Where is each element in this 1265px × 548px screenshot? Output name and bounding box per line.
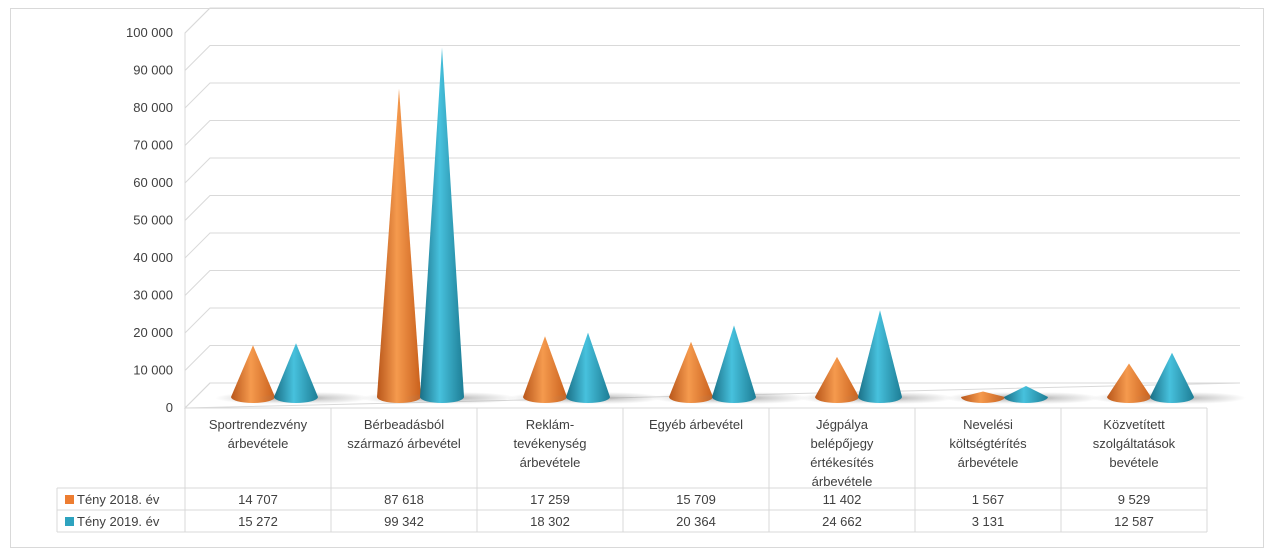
data-value: 3 131 — [972, 514, 1005, 529]
gridline — [184, 232, 1240, 259]
cone-2018-4 — [815, 356, 859, 403]
category-label: Bérbeadásból származó árbevétel — [347, 417, 461, 451]
cone-2018-1 — [377, 88, 421, 403]
gridline — [184, 270, 1240, 296]
category-label: Jégpálya belépőjegy értékesítés árbevétele — [810, 417, 874, 489]
data-value: 9 529 — [1118, 492, 1151, 507]
y-tick-label: 70 000 — [133, 138, 173, 153]
cone-2019-1 — [420, 47, 464, 403]
data-value: 1 567 — [972, 492, 1005, 507]
gridline — [184, 45, 1240, 71]
category-label: Reklám-tevékenység árbevétele — [514, 417, 587, 470]
data-value: 18 302 — [530, 514, 570, 529]
legend-key — [65, 517, 74, 526]
gridline — [184, 82, 1240, 109]
data-value: 99 342 — [384, 514, 424, 529]
y-tick-label: 60 000 — [133, 175, 173, 190]
legend-label: Tény 2019. év — [77, 514, 160, 529]
gridline — [184, 195, 1240, 221]
category-label: Egyéb árbevétel — [649, 417, 743, 432]
legend-key — [65, 495, 74, 504]
gridline — [184, 307, 1240, 334]
cone-2019-5 — [1004, 385, 1048, 403]
data-value: 15 272 — [238, 514, 278, 529]
cone-chart: 0 10 000 20 000 30 000 40 000 50 000 60 000 70 … — [56, 7, 1246, 533]
data-value: 15 709 — [676, 492, 716, 507]
gridline — [184, 345, 1240, 371]
y-tick-label: 40 000 — [133, 250, 173, 265]
y-tick-label: 80 000 — [133, 100, 173, 115]
legend-label: Tény 2018. év — [77, 492, 160, 507]
category-label: Nevelési költségtérítés árbevétele — [949, 417, 1027, 470]
data-value: 24 662 — [822, 514, 862, 529]
category-label: Sportrendezvény árbevétele — [209, 417, 308, 451]
cone-2019-2 — [566, 332, 610, 403]
gridline — [184, 7, 1240, 34]
y-tick-label: 20 000 — [133, 325, 173, 340]
cones — [215, 47, 1246, 404]
cone-2019-6 — [1150, 352, 1194, 403]
cone-2018-6 — [1107, 363, 1151, 403]
cone-2018-2 — [523, 336, 567, 403]
category-label: Közvetített szolgáltatások bevétele — [1093, 417, 1176, 470]
gridlines — [183, 7, 1241, 409]
cone-2019-0 — [274, 343, 318, 403]
y-tick-label: 0 — [166, 400, 173, 415]
cone-2018-0 — [231, 345, 275, 403]
data-value: 17 259 — [530, 492, 570, 507]
y-tick-label: 100 000 — [126, 25, 173, 40]
data-value: 87 618 — [384, 492, 424, 507]
gridline — [184, 120, 1240, 146]
data-table: Sportrendezvény árbevétele Bérbeadásból szá… — [56, 407, 1208, 533]
data-value: 12 587 — [1114, 514, 1154, 529]
y-axis: 0 10 000 20 000 30 000 40 000 50 000 60 000 70 … — [126, 25, 173, 415]
cone-2019-3 — [712, 325, 756, 403]
y-tick-label: 30 000 — [133, 288, 173, 303]
y-tick-label: 10 000 — [133, 363, 173, 378]
cone-2019-4 — [858, 310, 902, 403]
data-value: 20 364 — [676, 514, 716, 529]
y-tick-label: 50 000 — [133, 213, 173, 228]
data-value: 11 402 — [823, 492, 862, 507]
cone-2018-3 — [669, 341, 713, 403]
y-tick-label: 90 000 — [133, 63, 173, 78]
data-value: 14 707 — [238, 492, 278, 507]
gridline — [184, 157, 1240, 184]
